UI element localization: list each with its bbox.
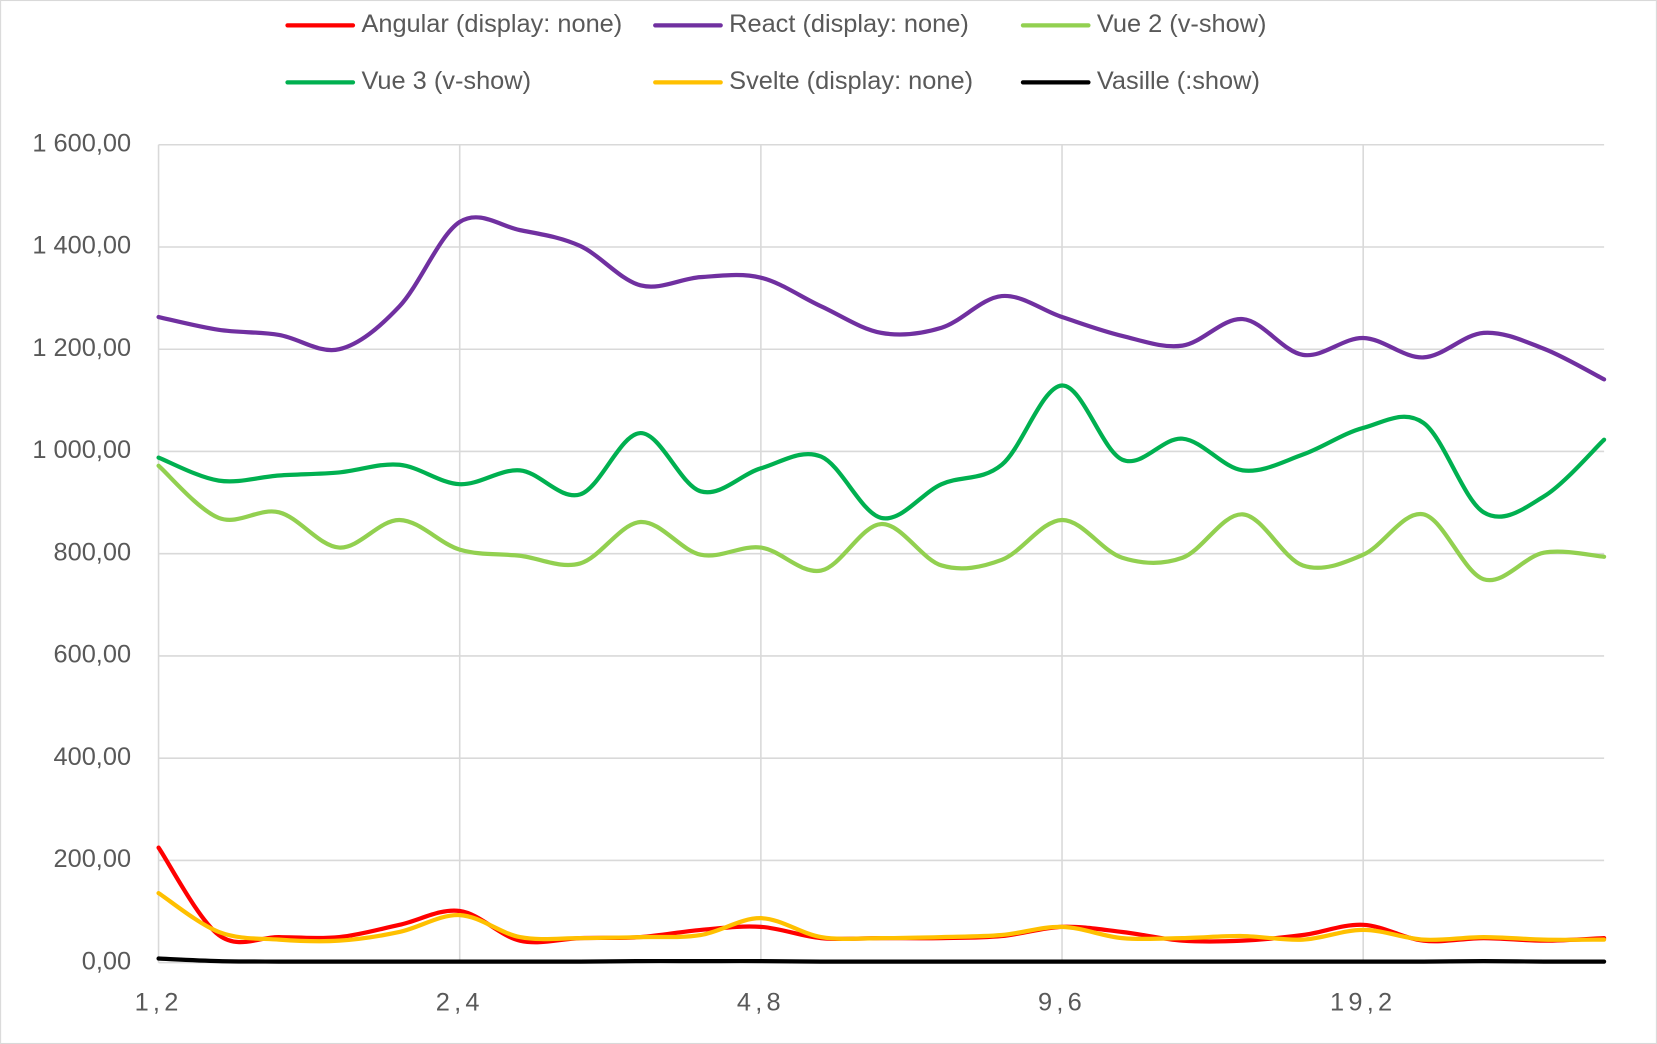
legend-label: Vasille (:show) [1097,67,1260,95]
series-line [156,463,1607,583]
y-tick-label: 1 600,00 [32,129,131,157]
series-line [156,891,1607,944]
legend-label: Angular (display: none) [361,10,622,38]
y-tick-label: 1 400,00 [32,232,131,260]
plot-area [156,215,1607,964]
y-tick-label: 800,00 [54,538,132,566]
legend-label: Svelte (display: none) [729,67,973,95]
series-line [156,956,1607,964]
axis-labels: 0,00 200,00 400,00 600,00 800,00 1 000,00 1 20… [32,129,1396,1017]
series-line [156,215,1607,382]
y-tick-label: 400,00 [54,743,132,771]
y-tick-label: 200,00 [54,845,132,873]
legend-label: React (display: none) [729,10,969,38]
y-tick-label: 600,00 [54,641,132,669]
x-tick-label: 1,2 [135,989,183,1017]
series-line [156,383,1607,521]
legend-label: Vue 2 (v-show) [1097,10,1267,38]
y-tick-label: 1 000,00 [32,436,131,464]
legend: Angular (display: none) React (display: n… [285,10,1267,95]
x-tick-label: 4,8 [737,989,785,1017]
x-tick-label: 19,2 [1330,989,1396,1017]
x-tick-label: 9,6 [1038,989,1086,1017]
legend-label: Vue 3 (v-show) [361,67,531,95]
x-tick-label: 2,4 [436,989,484,1017]
y-tick-label: 1 200,00 [32,334,131,362]
y-tick-label: 0,00 [82,947,131,975]
